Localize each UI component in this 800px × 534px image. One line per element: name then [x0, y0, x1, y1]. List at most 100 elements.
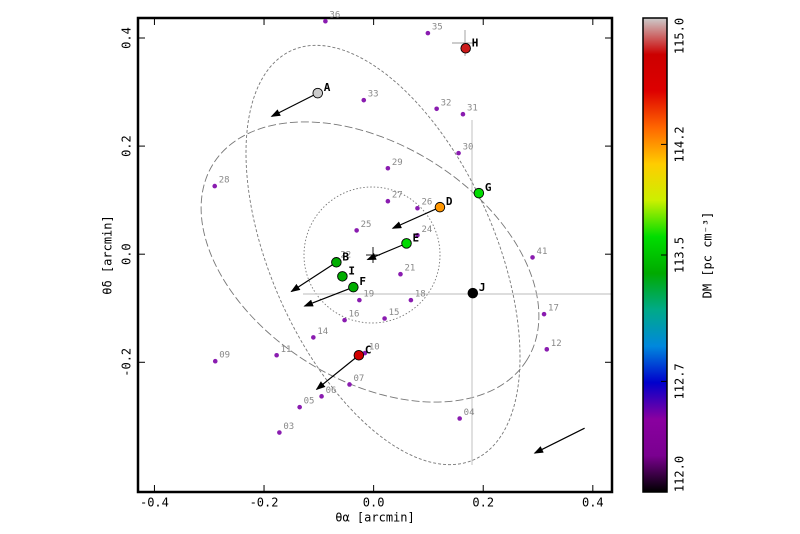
field-point — [460, 111, 466, 117]
source-label: I — [348, 264, 355, 277]
field-point — [319, 394, 324, 399]
field-label: 12 — [551, 339, 562, 349]
source-point — [473, 187, 485, 199]
field-label: 04 — [464, 408, 475, 418]
field-label: 24 — [421, 225, 432, 235]
source-label: E — [413, 231, 420, 244]
motion-arrow — [303, 286, 354, 307]
field-point — [212, 358, 218, 364]
field-point — [323, 18, 328, 24]
field-point — [541, 311, 547, 317]
field-point — [277, 430, 282, 435]
field-label: 27 — [392, 191, 403, 201]
field-point — [357, 297, 362, 303]
source-point — [353, 350, 365, 361]
field-label: 35 — [432, 23, 443, 33]
motion-arrow — [366, 242, 407, 261]
field-label: 15 — [389, 308, 400, 318]
colorbar-tick-label: 114.2 — [673, 126, 687, 162]
field-label: 03 — [283, 422, 294, 432]
x-tick-label: -0.4 — [140, 496, 169, 510]
field-point — [434, 106, 439, 112]
y-axis-label: θδ [arcmin] — [101, 215, 115, 294]
field-label: 22 — [340, 251, 351, 261]
y-tick-label: -0.2 — [120, 348, 134, 377]
field-point — [361, 97, 367, 103]
field-point — [385, 198, 391, 204]
field-label: 07 — [354, 374, 365, 384]
motion-arrow — [391, 206, 441, 229]
field-point — [354, 228, 359, 233]
field-point — [342, 317, 347, 323]
field-point — [385, 165, 391, 171]
y-tick-label: 0.2 — [120, 135, 134, 157]
source-label: A — [324, 81, 331, 94]
field-label: 25 — [361, 220, 372, 230]
field-label: 11 — [281, 345, 292, 355]
y-tick-label: 0.4 — [120, 27, 134, 49]
field-point — [382, 316, 387, 321]
colorbar-tick-label: 113.5 — [673, 237, 687, 273]
field-label: 33 — [368, 90, 379, 100]
ellipse-wide — [200, 121, 540, 403]
source-label: G — [485, 181, 492, 194]
field-point — [425, 30, 431, 36]
motion-arrow — [315, 354, 360, 391]
field-point — [415, 232, 420, 238]
x-tick-label: 0.4 — [582, 496, 604, 510]
field-point — [530, 255, 535, 260]
field-point — [311, 335, 316, 340]
colorbar-label: DM [pc cm⁻³] — [701, 212, 715, 299]
colorbar-tick-label: 112.7 — [673, 363, 687, 399]
x-tick-label: 0.0 — [363, 496, 385, 510]
field-label: 29 — [392, 158, 403, 168]
source-label: F — [359, 275, 366, 288]
source-point — [337, 271, 348, 282]
source-point — [348, 281, 359, 293]
field-label: 17 — [548, 304, 559, 314]
field-point — [544, 347, 550, 352]
field-point — [347, 382, 352, 387]
field-label: 16 — [349, 310, 360, 320]
field-point — [456, 150, 461, 156]
source-label: D — [446, 195, 453, 208]
source-label: B — [342, 250, 349, 263]
field-label: 09 — [219, 351, 230, 361]
dotted-circle — [303, 186, 441, 324]
motion-arrow — [290, 261, 337, 293]
field-label: 41 — [537, 247, 548, 257]
source-point — [331, 257, 342, 268]
field-point — [212, 183, 218, 189]
field-label: 31 — [467, 104, 478, 114]
source-point — [434, 201, 446, 213]
field-label: 10 — [369, 343, 380, 353]
source-point — [460, 43, 471, 54]
field-label: 36 — [329, 11, 340, 21]
ellipse-tall — [245, 44, 521, 466]
motion-arrow — [533, 427, 585, 454]
field-label: 14 — [317, 327, 328, 337]
colorbar-tick-label: 115.0 — [673, 18, 687, 54]
field-label: 26 — [421, 198, 432, 208]
plot-frame — [136, 16, 614, 494]
source-point — [312, 87, 323, 99]
source-label: H — [472, 36, 479, 49]
source-label: J — [479, 281, 486, 294]
field-label: 06 — [326, 386, 337, 396]
x-axis-label: θα [arcmin] — [335, 511, 414, 525]
field-label: 28 — [219, 176, 230, 186]
field-label: 30 — [463, 143, 474, 153]
field-label: 21 — [404, 264, 415, 274]
field-point — [398, 271, 403, 277]
source-label: C — [365, 343, 372, 356]
field-label: 18 — [415, 290, 426, 300]
colorbar-tick-label: 112.0 — [673, 456, 687, 492]
y-tick-label: 0.0 — [120, 243, 134, 265]
field-point — [415, 205, 420, 211]
field-point — [408, 297, 414, 303]
field-label: 32 — [441, 98, 452, 108]
field-point — [457, 416, 462, 421]
field-label: 05 — [304, 397, 315, 407]
x-tick-label: -0.2 — [250, 496, 279, 510]
